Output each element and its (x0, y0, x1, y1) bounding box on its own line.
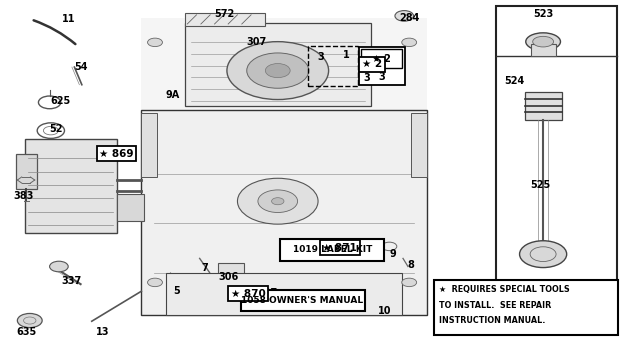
Text: 635: 635 (16, 327, 36, 337)
Bar (117, 194, 144, 221)
Text: 10: 10 (378, 306, 391, 316)
Bar (496, 6, 617, 324)
Text: ★ 869: ★ 869 (99, 149, 134, 158)
Bar (525, 92, 562, 120)
Text: INSTRUCTION MANUAL.: INSTRUCTION MANUAL. (439, 316, 546, 325)
Bar (218, 263, 244, 283)
Text: 9A: 9A (166, 90, 179, 100)
Circle shape (17, 313, 42, 328)
Text: 54: 54 (74, 62, 87, 72)
Circle shape (402, 38, 417, 47)
Circle shape (148, 278, 162, 287)
Text: 1: 1 (343, 50, 349, 60)
Bar (359, 47, 405, 85)
Bar (542, 293, 612, 323)
Text: 524: 524 (505, 76, 525, 86)
Circle shape (227, 42, 329, 100)
Text: 11: 11 (61, 14, 75, 24)
Text: 847: 847 (553, 299, 573, 309)
Text: 1019 LABEL KIT: 1019 LABEL KIT (293, 245, 372, 255)
Text: 307: 307 (258, 288, 278, 298)
Circle shape (564, 300, 591, 316)
Text: ★ 2: ★ 2 (372, 54, 391, 64)
Bar (166, 273, 402, 315)
Bar (411, 113, 427, 176)
Text: ★ 870: ★ 870 (231, 289, 265, 299)
Text: 383: 383 (14, 191, 33, 201)
Text: eReplacementParts.com: eReplacementParts.com (171, 181, 350, 196)
Text: TO INSTALL.  SEE REPAIR: TO INSTALL. SEE REPAIR (439, 301, 551, 310)
Bar (185, 23, 371, 106)
Bar (25, 139, 117, 233)
Text: 842: 842 (498, 299, 518, 309)
Circle shape (402, 278, 417, 287)
Text: 3: 3 (364, 73, 370, 83)
Text: 7: 7 (202, 263, 208, 273)
Text: 3: 3 (318, 52, 324, 62)
Circle shape (148, 38, 162, 47)
Bar (141, 110, 427, 315)
Bar (254, 281, 288, 301)
Text: 8: 8 (407, 261, 415, 270)
Text: 337: 337 (61, 276, 81, 286)
Circle shape (366, 297, 384, 307)
Bar (308, 46, 358, 86)
Circle shape (265, 64, 290, 78)
Bar (141, 18, 427, 315)
Bar (434, 280, 618, 335)
Circle shape (50, 261, 68, 272)
Bar (185, 13, 265, 26)
Text: ★ 2: ★ 2 (362, 59, 382, 69)
Bar (141, 113, 157, 176)
Circle shape (258, 190, 298, 213)
Bar (361, 49, 402, 68)
Text: 3: 3 (379, 72, 385, 82)
Text: 523: 523 (534, 9, 554, 19)
Text: 1058 OWNER'S MANUAL: 1058 OWNER'S MANUAL (242, 296, 363, 305)
Text: 9: 9 (390, 249, 396, 259)
Text: 5: 5 (174, 286, 180, 296)
Text: 284: 284 (399, 13, 419, 23)
Text: 625: 625 (51, 96, 71, 106)
Bar (16, 154, 37, 189)
Bar (531, 44, 556, 56)
Bar (280, 239, 384, 261)
Text: ★  REQUIRES SPECIAL TOOLS: ★ REQUIRES SPECIAL TOOLS (439, 285, 570, 294)
Bar (241, 290, 365, 311)
Circle shape (237, 178, 318, 224)
Text: 525: 525 (531, 180, 551, 190)
Circle shape (272, 198, 284, 205)
Text: 306: 306 (218, 272, 238, 282)
Text: ★ 871: ★ 871 (322, 243, 357, 253)
Circle shape (247, 53, 309, 88)
Text: 307: 307 (246, 37, 266, 47)
Text: 13: 13 (95, 327, 109, 337)
Circle shape (520, 241, 567, 268)
Ellipse shape (526, 33, 560, 50)
Text: 572: 572 (215, 9, 234, 19)
Circle shape (395, 11, 414, 21)
Text: 52: 52 (49, 124, 63, 134)
Ellipse shape (533, 36, 554, 47)
